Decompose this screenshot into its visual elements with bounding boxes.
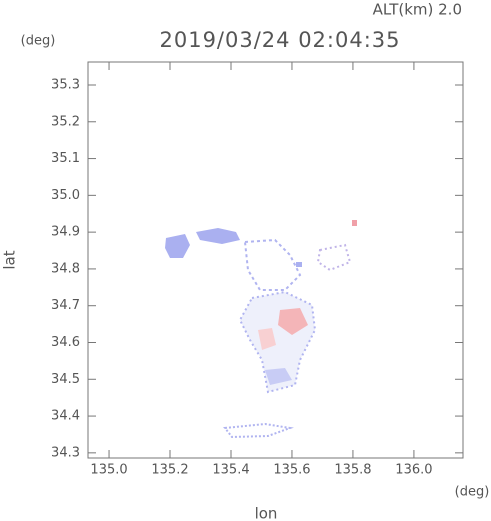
echo-blob bbox=[196, 228, 240, 244]
y-tick-label: 35.1 bbox=[51, 151, 80, 166]
x-axis-label: lon bbox=[255, 505, 278, 521]
echo-blob bbox=[316, 243, 352, 272]
y-tick-label: 34.8 bbox=[51, 261, 80, 276]
y-tick-label: 35.2 bbox=[51, 114, 80, 129]
echo-blob bbox=[258, 328, 276, 350]
radar-echoes bbox=[165, 220, 357, 439]
plot-frame bbox=[87, 61, 464, 459]
chart-title: 2019/03/24 02:04:35 bbox=[159, 28, 400, 52]
echo-blob bbox=[165, 234, 190, 258]
x-unit: (deg) bbox=[455, 485, 490, 500]
echo-blob bbox=[243, 238, 302, 291]
y-tick-label: 34.6 bbox=[51, 335, 80, 350]
echo-blob bbox=[278, 308, 308, 335]
x-tick-label: 135.6 bbox=[273, 463, 310, 478]
y-tick-label: 35.3 bbox=[51, 77, 80, 92]
altitude-label: ALT(km) 2.0 bbox=[373, 1, 462, 19]
y-tick-label: 34.3 bbox=[51, 445, 80, 460]
x-tick-label: 135.0 bbox=[90, 463, 127, 478]
echo-blob bbox=[352, 220, 357, 226]
y-axis-label: lat bbox=[1, 250, 19, 269]
y-tick-label: 34.5 bbox=[51, 372, 80, 387]
y-unit: (deg) bbox=[21, 34, 56, 49]
x-tick-label: 135.4 bbox=[212, 463, 249, 478]
echo-blob bbox=[265, 368, 292, 385]
echo-blob bbox=[296, 262, 302, 267]
x-tick-label: 135.2 bbox=[151, 463, 188, 478]
y-tick-label: 34.9 bbox=[51, 225, 80, 240]
echo-blob bbox=[223, 422, 294, 439]
y-tick-label: 35.0 bbox=[51, 188, 80, 203]
x-tick-label: 136.0 bbox=[395, 463, 432, 478]
y-tick-label: 34.7 bbox=[51, 298, 80, 313]
x-tick-label: 135.8 bbox=[334, 463, 371, 478]
y-tick-label: 34.4 bbox=[51, 409, 80, 424]
